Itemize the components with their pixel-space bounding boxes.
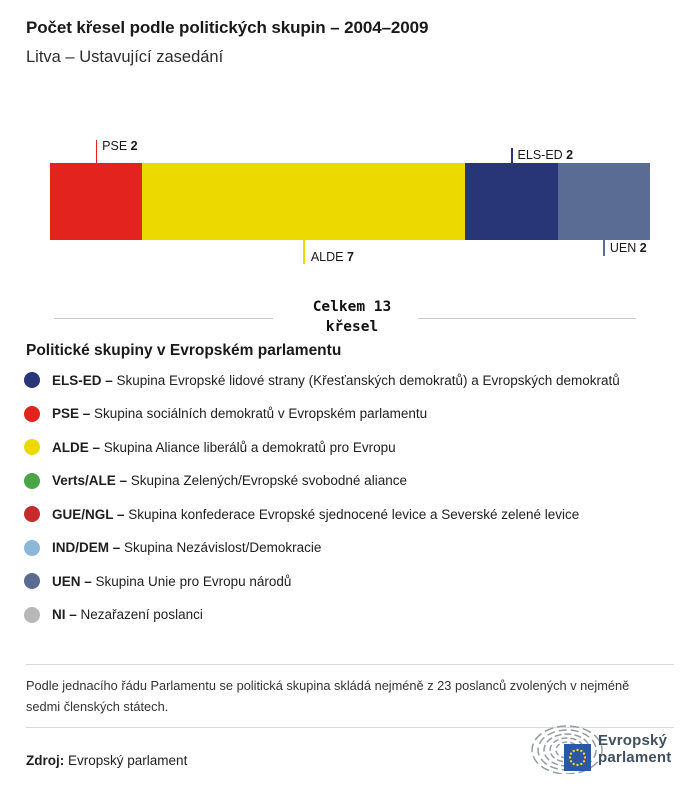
- legend-item-label: IND/DEM – Skupina Nezávislost/Demokracie: [52, 540, 322, 555]
- logo-wordmark: Evropský parlament: [598, 732, 672, 766]
- legend-item-label: UEN – Skupina Unie pro Evropu národů: [52, 573, 292, 589]
- logo-wordmark-line1: Evropský: [598, 732, 668, 749]
- legend-item-pse: PSE – Skupina sociálních demokratů v Evr…: [24, 405, 620, 422]
- page-subtitle: Litva – Ustavující zasedání: [26, 48, 224, 66]
- ind-dem-color-dot-icon: [24, 539, 40, 556]
- legend-item-label: ELS-ED – Skupina Evropské lidové strany …: [52, 372, 620, 388]
- bar-segment-els-ed: [465, 163, 558, 240]
- page-title: Počet křesel podle politických skupin – …: [26, 18, 429, 37]
- legend-item-label: ALDE – Skupina Aliance liberálů a demokr…: [52, 439, 396, 455]
- source-line: Zdroj: Evropský parlament: [26, 753, 187, 768]
- callout-tick-alde: [303, 240, 305, 264]
- total-divider-left: [54, 318, 273, 319]
- legend-item-label: PSE – Skupina sociálních demokratů v Evr…: [52, 406, 428, 421]
- seat-bar: [50, 163, 650, 240]
- footnote-divider-bottom: [26, 727, 674, 728]
- legend-item-verts-ale: Verts/ALE – Skupina Zelených/Evropské sv…: [24, 472, 620, 489]
- legend-item-gue-ngl: GUE/NGL – Skupina konfederace Evropské s…: [24, 506, 620, 522]
- ni-color-dot-icon: [24, 606, 40, 623]
- callout-tick-uen: [603, 240, 605, 256]
- total-seats-line2: křesel: [325, 319, 379, 335]
- callout-label-pse: PSE 2: [102, 139, 138, 153]
- footnote-divider-top: [26, 664, 674, 665]
- gue-ngl-color-dot-icon: [24, 506, 40, 522]
- legend-item-uen: UEN – Skupina Unie pro Evropu národů: [24, 573, 620, 589]
- callout-label-alde: ALDE 7: [310, 250, 354, 264]
- callout-tick-pse: [95, 140, 98, 163]
- callout-tick-els-ed: [511, 148, 513, 163]
- legend-list: ELS-ED – Skupina Evropské lidové strany …: [24, 372, 620, 640]
- uen-color-dot-icon: [24, 573, 40, 589]
- legend-item-ind-dem: IND/DEM – Skupina Nezávislost/Demokracie: [24, 539, 620, 556]
- legend-item-label: NI – Nezařazení poslanci: [52, 607, 203, 622]
- total-seats-label: Celkem 13 křesel: [252, 297, 452, 337]
- bar-segment-alde: [142, 163, 466, 240]
- verts-ale-color-dot-icon: [24, 472, 40, 489]
- pse-color-dot-icon: [24, 405, 40, 422]
- european-parliament-hemicycle-flag-icon: [531, 725, 603, 774]
- source-value: Evropský parlament: [68, 753, 188, 768]
- alde-color-dot-icon: [24, 439, 40, 455]
- els-ed-color-dot-icon: [24, 372, 40, 388]
- total-divider-right: [418, 318, 636, 319]
- bar-segment-uen: [557, 163, 650, 240]
- callout-label-uen: UEN 2: [609, 241, 647, 255]
- european-parliament-logo: Evropský parlament: [520, 724, 680, 774]
- legend-item-alde: ALDE – Skupina Aliance liberálů a demokr…: [24, 439, 620, 455]
- logo-wordmark-line2: parlament: [598, 749, 672, 766]
- total-seats-line1: Celkem 13: [312, 299, 392, 315]
- legend-heading: Politické skupiny v Evropském parlamentu: [26, 342, 342, 359]
- bar-segment-pse: [50, 163, 143, 240]
- source-label: Zdroj:: [26, 753, 65, 768]
- callout-label-els-ed: ELS-ED 2: [517, 148, 574, 162]
- footnote-text: Podle jednacího řádu Parlamentu se polit…: [26, 678, 630, 714]
- legend-item-ni: NI – Nezařazení poslanci: [24, 606, 620, 623]
- legend-item-els-ed: ELS-ED – Skupina Evropské lidové strany …: [24, 372, 620, 388]
- legend-item-label: Verts/ALE – Skupina Zelených/Evropské sv…: [52, 473, 407, 488]
- legend-item-label: GUE/NGL – Skupina konfederace Evropské s…: [52, 506, 580, 522]
